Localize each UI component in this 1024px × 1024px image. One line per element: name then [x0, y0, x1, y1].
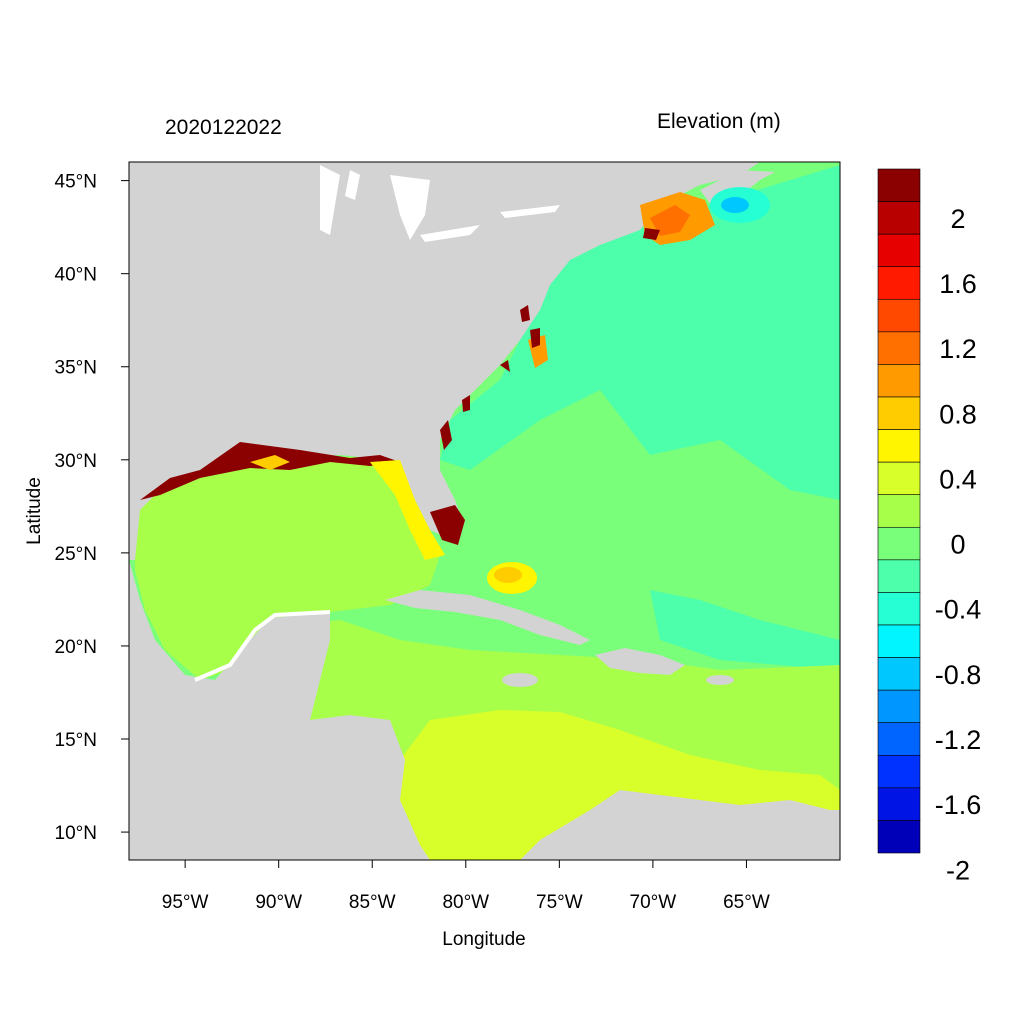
colorbar-swatch: [877, 364, 921, 398]
x-tick-label: 70°W: [630, 892, 677, 913]
bahamas-surge-core: [494, 567, 522, 583]
surge-carolina-core: [530, 328, 540, 348]
land-north-america: [129, 162, 760, 560]
colorbar-swatch: [877, 624, 921, 658]
y-tick-label: 35°N: [55, 358, 97, 379]
colorbar-swatch: [877, 494, 921, 528]
colorbar-label: 1.2: [939, 334, 977, 364]
x-tick-label: 75°W: [536, 892, 583, 913]
colorbar-swatch: [877, 461, 921, 496]
land-cuba: [385, 590, 590, 645]
y-tick-label: 30°N: [55, 451, 97, 472]
map-border: [128, 161, 841, 861]
y-axis-label: Latitude: [24, 477, 45, 545]
colorbar-label: -2: [946, 855, 970, 885]
surge-south-florida: [430, 505, 465, 545]
y-axis: 45°N 40°N 35°N 30°N 25°N 20°N 15°N 10°N: [55, 172, 129, 844]
colorbar-swatch: [877, 266, 921, 300]
timestamp-title: 2020122022: [165, 116, 282, 139]
colorbar-swatch: [877, 168, 921, 202]
surge-new-england-core: [650, 205, 690, 236]
colorbar: 2 1.6 1.2 0.8 0.4 0 -0.4 -0.8 -1.2 -1.6 -2: [877, 168, 982, 885]
colorbar-swatch: [877, 722, 921, 756]
y-tick-label: 10°N: [55, 823, 97, 844]
colorbar-swatch: [877, 559, 921, 593]
surge-cape-cod: [643, 228, 660, 240]
land-mexico: [129, 560, 430, 860]
surge-gulf-coast: [140, 442, 400, 500]
map-panel: [128, 161, 841, 861]
x-tick-label: 90°W: [255, 892, 302, 913]
y-tick-label: 15°N: [55, 730, 97, 751]
colorbar-swatch: [877, 396, 921, 430]
variable-title: Elevation (m): [657, 110, 781, 133]
ocean-negative-band: [440, 165, 840, 500]
land-puerto-rico: [706, 675, 734, 685]
colorbar-swatch: [877, 657, 921, 691]
surge-east-coast: [440, 305, 530, 450]
y-tick-label: 20°N: [55, 637, 97, 658]
gulf-of-maine-lowest: [721, 197, 749, 213]
colorbar-swatch: [877, 689, 921, 724]
x-axis: 95°W 90°W 85°W 80°W 75°W 70°W 65°W: [162, 860, 770, 913]
surge-louisiana-bands: [250, 455, 290, 470]
land-south-america: [520, 790, 840, 860]
colorbar-label: 2: [950, 204, 965, 234]
colorbar-swatch: [877, 201, 921, 235]
colorbar-label: -0.8: [935, 660, 982, 690]
colorbar-swatch: [877, 429, 921, 463]
land-hispaniola: [595, 648, 685, 675]
ocean-negative-lower: [650, 590, 840, 670]
colorbar-label: 1.6: [939, 269, 977, 299]
colorbar-swatch: [877, 754, 921, 789]
colorbar-label: -1.2: [935, 725, 982, 755]
land-jamaica: [502, 673, 538, 687]
colorbar-label: -1.6: [935, 790, 982, 820]
x-axis-label: Longitude: [442, 929, 525, 950]
colorbar-swatch: [877, 526, 921, 561]
x-tick-label: 65°W: [723, 892, 770, 913]
colorbar-label: 0.4: [939, 464, 977, 494]
yucatan-coast: [194, 610, 331, 682]
y-tick-label: 40°N: [55, 265, 97, 286]
colorbar-swatch: [877, 331, 921, 365]
colorbar-label: 0: [950, 530, 965, 560]
y-tick-label: 25°N: [55, 544, 97, 565]
y-tick-label: 45°N: [55, 172, 97, 193]
x-tick-label: 85°W: [349, 892, 396, 913]
colorbar-swatch: [877, 820, 921, 854]
colorbar-swatch: [877, 787, 921, 821]
colorbar-swatch: [877, 233, 921, 268]
colorbar-swatch: [877, 592, 921, 626]
x-tick-label: 95°W: [162, 892, 209, 913]
surge-florida-west: [370, 460, 445, 560]
colorbar-label: 0.8: [939, 399, 977, 429]
x-tick-label: 80°W: [442, 892, 489, 913]
colorbar-label: -0.4: [935, 595, 982, 625]
colorbar-swatch: [877, 298, 921, 333]
gulf-of-mexico: [135, 455, 440, 680]
